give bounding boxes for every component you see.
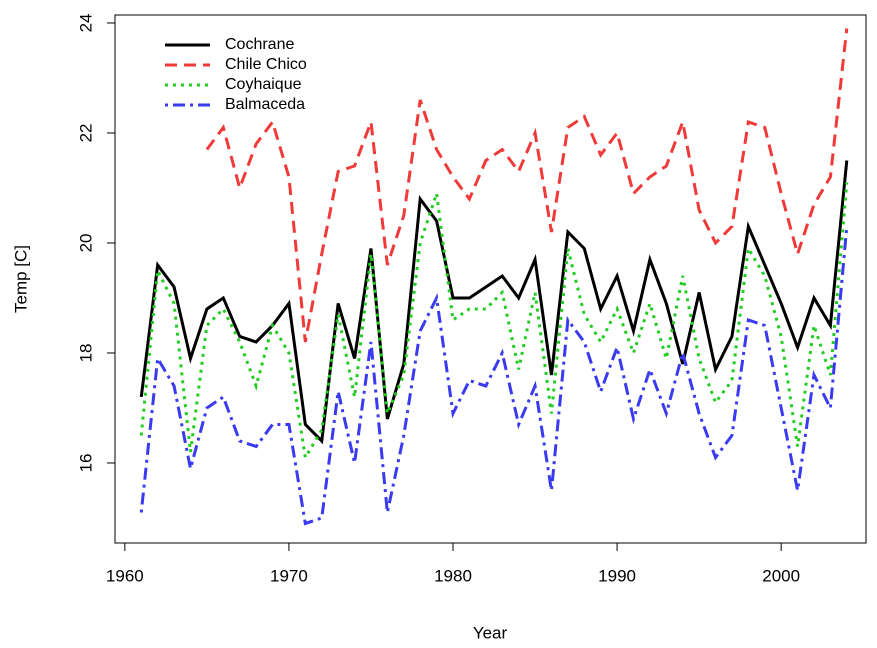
legend-label: Balmaceda xyxy=(225,96,305,113)
legend-label: Chile Chico xyxy=(225,56,307,73)
y-tick-label: 24 xyxy=(76,14,95,33)
y-tick-label: 22 xyxy=(76,124,95,143)
legend: Cochrane Chile Chico Coyhaique Balmaceda xyxy=(165,36,307,113)
x-axis-label: Year xyxy=(473,623,508,642)
x-tick-label: 1970 xyxy=(270,566,308,585)
y-tick-label: 18 xyxy=(76,344,95,363)
x-tick-label: 2000 xyxy=(762,566,800,585)
series-line xyxy=(205,28,849,343)
legend-label: Cochrane xyxy=(225,36,294,53)
series-line xyxy=(139,182,849,462)
x-tick-label: 1990 xyxy=(598,566,636,585)
x-tick-label: 1960 xyxy=(106,566,144,585)
y-tick-label: 16 xyxy=(76,454,95,473)
series-line xyxy=(139,226,849,526)
y-axis-label: Temp [C] xyxy=(11,245,30,313)
series-line xyxy=(139,160,849,445)
plot-frame xyxy=(114,14,867,544)
x-tick-label: 1980 xyxy=(434,566,472,585)
legend-label: Coyhaique xyxy=(225,76,302,93)
y-tick-label: 20 xyxy=(76,234,95,253)
